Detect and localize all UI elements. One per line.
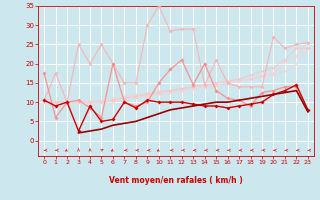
X-axis label: Vent moyen/en rafales ( km/h ): Vent moyen/en rafales ( km/h ) [109,176,243,185]
